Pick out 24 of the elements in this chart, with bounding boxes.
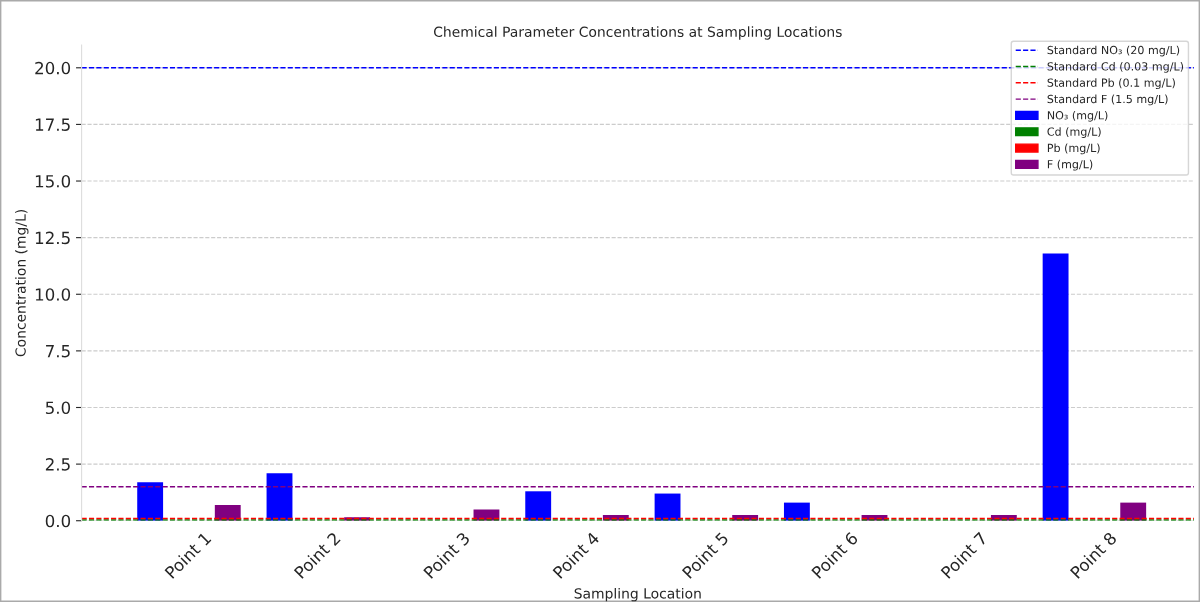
legend-label: Cd (mg/L)	[1047, 127, 1101, 138]
y-tick-label: 10.0	[35, 288, 71, 301]
legend-label: Standard F (1.5 mg/L)	[1047, 94, 1168, 106]
legend-label: NO₃ (mg/L)	[1047, 110, 1108, 122]
chart-title: Chemical Parameter Concentrations at Sampling Locations	[433, 26, 842, 40]
x-axis-title: Sampling Location	[574, 587, 701, 602]
y-axis-title: Concentration (mg/L)	[15, 210, 29, 357]
bar	[525, 491, 552, 521]
y-tick-label: 20.0	[35, 61, 71, 75]
bar	[266, 473, 293, 521]
legend-label: Standard Cd (0.03 mg/L)	[1047, 61, 1184, 73]
y-tick-label: 0.0	[45, 514, 71, 528]
bar	[137, 482, 164, 521]
legend-label: Standard Pb (0.1 mg/L)	[1047, 78, 1175, 90]
y-tick-label: 12.5	[35, 231, 70, 245]
y-tick-label: 5.0	[45, 401, 71, 415]
bar	[1042, 253, 1069, 521]
legend-label: Standard NO₃ (20 mg/L)	[1047, 45, 1180, 57]
y-tick-label: 17.5	[35, 118, 70, 131]
y-tick-label: 15.0	[35, 174, 71, 188]
legend-label: Pb (mg/L)	[1047, 143, 1100, 155]
legend-label: F (mg/L)	[1047, 159, 1093, 171]
y-tick-label: 7.5	[46, 345, 70, 358]
y-tick-label: 2.5	[45, 458, 70, 471]
